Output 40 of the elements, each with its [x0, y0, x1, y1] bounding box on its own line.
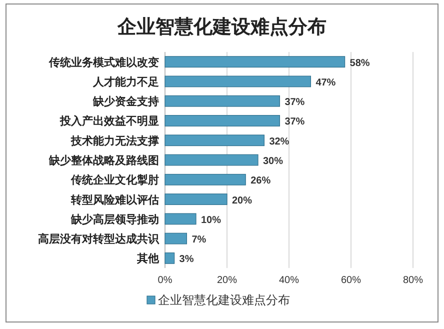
bar — [164, 115, 280, 126]
y-tick-label: 传统企业文化掣肘 — [70, 174, 159, 187]
legend: 企业智慧化建设难点分布 — [146, 293, 290, 307]
bar — [164, 95, 280, 107]
chart-title: 企业智慧化建设难点分布 — [116, 16, 326, 38]
y-tick-label: 高层没有对转型达成共识 — [38, 232, 160, 246]
bar — [164, 232, 187, 244]
data-label: 37% — [284, 116, 305, 128]
data-label: 3% — [179, 254, 194, 266]
y-tick-label: 转型风险难以评估 — [70, 193, 159, 206]
y-tick-label: 其他 — [136, 252, 160, 266]
data-label: 10% — [201, 214, 222, 226]
data-label: 32% — [269, 136, 290, 148]
data-label: 20% — [232, 195, 252, 206]
y-tick-label: 传统业务模式难以改变 — [48, 56, 159, 69]
y-tick-label: 技术能力无法支撑 — [70, 134, 159, 148]
x-tick-label: 0% — [158, 275, 172, 286]
data-label: 37% — [284, 97, 305, 108]
bar — [164, 134, 264, 146]
y-tick-label: 缺少资金支持 — [92, 95, 159, 108]
y-tick-label: 缺少整体战略及路线图 — [48, 154, 159, 167]
bar — [164, 194, 228, 205]
y-tick-label: 缺少高层领导推动 — [70, 212, 159, 226]
bar — [164, 154, 258, 166]
bar — [164, 252, 175, 264]
bar — [164, 213, 196, 225]
bar — [164, 76, 311, 88]
data-label: 30% — [263, 156, 284, 167]
bar — [164, 174, 246, 186]
bar — [164, 56, 346, 68]
x-tick-label: 80% — [402, 275, 424, 286]
data-label: 47% — [316, 77, 336, 88]
data-label: 26% — [250, 176, 271, 187]
y-tick-label: 人才能力不足 — [92, 75, 159, 88]
x-tick-label: 60% — [340, 275, 362, 286]
data-label: 58% — [350, 58, 370, 69]
x-tick-label: 20% — [216, 275, 238, 286]
y-tick-label: 投入产出效益不明显 — [59, 114, 159, 128]
data-label: 7% — [192, 234, 206, 246]
x-tick-label: 40% — [278, 275, 300, 286]
